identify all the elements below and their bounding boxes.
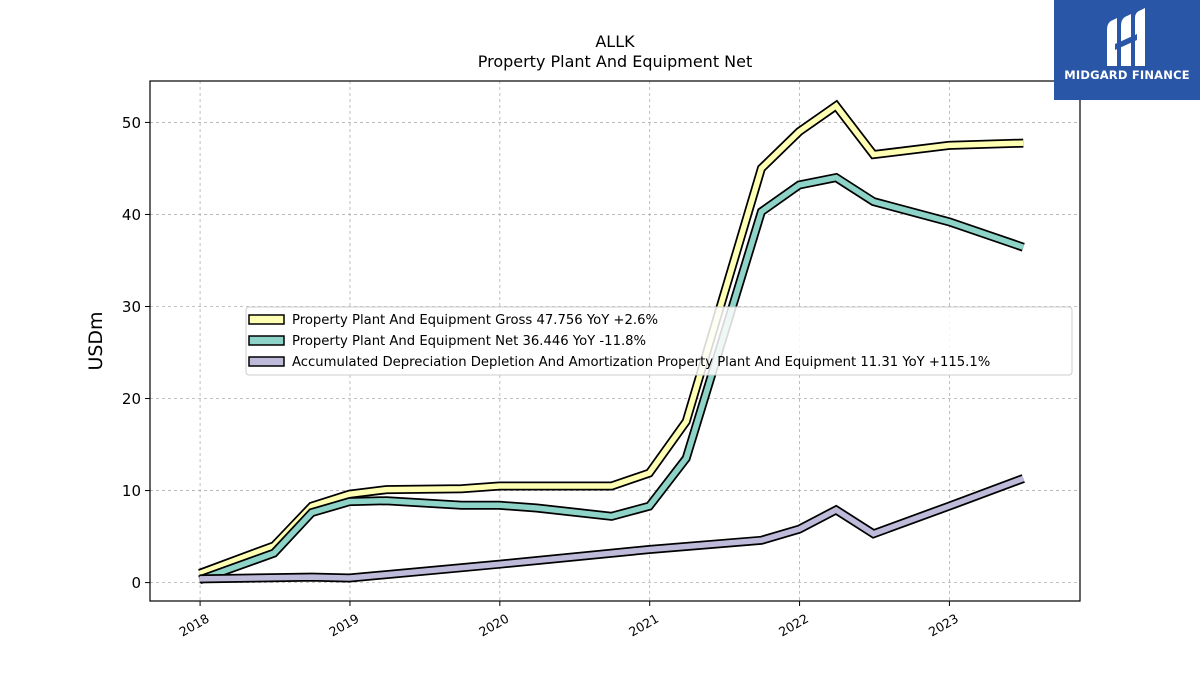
legend-swatch	[248, 335, 285, 346]
x-tick-label: 2020	[476, 611, 511, 640]
y-tick-label: 50	[122, 114, 141, 132]
x-tick-label: 2023	[926, 611, 961, 640]
y-tick-label: 0	[131, 574, 141, 592]
brand-mark-icon	[1107, 8, 1145, 66]
legend-entry-label: Accumulated Depreciation Depletion And A…	[292, 355, 990, 370]
legend-entry-label: Property Plant And Equipment Net 36.446 …	[292, 334, 646, 349]
y-tick-label: 20	[122, 390, 141, 408]
x-tick-label: 2021	[626, 611, 661, 640]
legend-entry-label: Property Plant And Equipment Gross 47.75…	[292, 313, 658, 328]
y-tick-label: 30	[122, 298, 141, 316]
plot-frame	[149, 80, 1081, 602]
legend-box	[245, 306, 1073, 376]
legend-swatch	[248, 356, 285, 367]
brand-name: MIDGARD FINANCE	[1064, 68, 1190, 82]
series-line-3	[199, 475, 1025, 582]
series-line-outline	[199, 474, 1025, 584]
chart-title: ALLK	[595, 32, 635, 51]
y-axis-label: USDm	[85, 311, 107, 370]
chart-subtitle: Property Plant And Equipment Net	[478, 52, 753, 71]
y-tick-label: 40	[122, 206, 141, 224]
series-line-2	[198, 174, 1025, 583]
brand-logo: MIDGARD FINANCE	[1054, 0, 1200, 100]
x-tick-label: 2019	[326, 611, 361, 640]
legend: Property Plant And Equipment Gross 47.75…	[245, 306, 1073, 376]
y-tick-label: 10	[122, 482, 141, 500]
x-tick-label: 2018	[177, 611, 212, 640]
x-tick-label: 2022	[776, 611, 811, 640]
series-line-1	[198, 102, 1024, 576]
legend-swatch	[248, 314, 285, 325]
